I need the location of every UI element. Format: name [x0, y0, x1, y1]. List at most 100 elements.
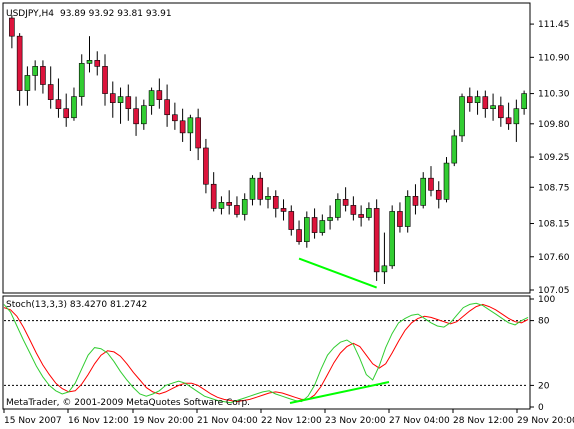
bear-candle: [9, 17, 15, 37]
bull-candle: [451, 135, 458, 164]
bear-candle: [226, 202, 232, 206]
candlestick-series: [9, 15, 527, 284]
price-axis: 111.45 110.90 110.30 109.80 109.25 108.75 108.…: [530, 20, 570, 296]
bear-candle: [164, 99, 170, 116]
price-tick-label: 110.90: [538, 53, 570, 63]
stochastic-tick-label: 100: [538, 295, 555, 305]
bear-candle: [373, 208, 380, 273]
time-tick-label: 29 Nov 20:00: [517, 416, 574, 426]
bull-candle: [32, 66, 38, 76]
bear-candle: [397, 211, 403, 227]
bull-candle: [490, 105, 496, 109]
bear-candle: [210, 183, 217, 209]
price-divergence-line: [298, 257, 378, 289]
bull-candle: [71, 96, 77, 119]
bear-candle: [102, 66, 108, 94]
time-tick-label: 21 Nov 04:00: [197, 416, 258, 426]
bear-candle: [296, 229, 302, 242]
bear-candle: [435, 189, 442, 200]
bear-candle: [428, 177, 434, 191]
bear-candle: [311, 217, 318, 233]
bear-candle: [412, 196, 419, 206]
symbol-header: USDJPY,H4 93.89 93.92 93.81 93.91: [6, 9, 172, 19]
bull-candle: [241, 199, 248, 215]
bull-candle: [141, 105, 147, 125]
bear-candle: [466, 96, 473, 103]
stochastic-divergence-line: [289, 381, 390, 404]
bull-candle: [389, 211, 395, 267]
bear-candle: [47, 84, 54, 100]
price-tick-label: 109.25: [538, 153, 570, 163]
stochastic-tick-label: 80: [538, 317, 550, 327]
bear-candle: [288, 211, 295, 230]
bull-candle: [474, 96, 481, 103]
bear-candle: [94, 60, 101, 67]
bear-candle: [63, 108, 70, 119]
bull-candle: [327, 217, 333, 221]
time-tick-label: 19 Nov 20:00: [133, 416, 194, 426]
stochastic-tick-label: 20: [538, 381, 550, 391]
stochastic-tick-label: 0: [538, 403, 544, 413]
time-tick-label: 23 Nov 20:00: [325, 416, 386, 426]
bull-candle: [117, 96, 124, 103]
price-tick-label: 111.45: [538, 20, 570, 30]
bull-candle: [187, 117, 194, 134]
bear-candle: [125, 96, 132, 109]
bear-candle: [203, 147, 209, 185]
bear-candle: [257, 177, 264, 200]
bull-candle: [366, 208, 372, 218]
bear-candle: [172, 114, 178, 122]
stochastic-panel[interactable]: [2, 295, 531, 410]
stochastic-main-line: [3, 302, 529, 404]
bull-candle: [381, 265, 388, 273]
bull-candle: [404, 196, 411, 227]
time-tick-label: 16 Nov 12:00: [68, 416, 129, 426]
bear-candle: [109, 93, 116, 103]
bull-candle: [249, 177, 256, 200]
bear-candle: [505, 117, 512, 125]
price-tick-label: 108.75: [538, 183, 570, 193]
bull-candle: [420, 177, 427, 206]
bear-candle: [133, 108, 139, 125]
bear-candle: [350, 205, 357, 215]
bear-candle: [234, 205, 240, 215]
bear-candle: [482, 96, 489, 109]
bear-candle: [498, 105, 504, 119]
bear-candle: [358, 214, 364, 218]
price-tick-label: 108.15: [538, 220, 570, 230]
bull-candle: [218, 202, 225, 209]
stochastic-label: Stoch(13,3,3) 83.4270 81.2742: [6, 300, 147, 310]
bear-candle: [342, 199, 349, 206]
price-panel[interactable]: [2, 2, 531, 294]
time-tick-label: 15 Nov 2007: [4, 416, 62, 426]
price-tick-label: 110.30: [538, 90, 570, 100]
stochastic-signal-line: [3, 303, 529, 403]
bear-candle: [156, 90, 163, 100]
bull-candle: [265, 196, 271, 200]
price-tick-label: 109.80: [538, 120, 570, 130]
time-tick-label: 27 Nov 04:00: [389, 416, 450, 426]
price-tick-label: 107.05: [538, 286, 570, 296]
bear-candle: [272, 196, 279, 209]
bull-candle: [513, 108, 520, 125]
bull-candle: [78, 63, 85, 97]
time-tick-label: 22 Nov 12:00: [261, 416, 322, 426]
time-tick-label: 28 Nov 12:00: [453, 416, 514, 426]
bull-candle: [86, 60, 93, 64]
bull-candle: [335, 199, 341, 218]
bull-candle: [319, 220, 326, 233]
bear-candle: [280, 208, 287, 212]
bear-candle: [55, 99, 62, 109]
bear-candle: [179, 120, 186, 134]
copyright-text: MetaTrader, © 2001-2009 MetaQuotes Softw…: [6, 398, 250, 408]
bear-candle: [40, 66, 46, 85]
bull-candle: [304, 217, 310, 242]
bull-candle: [443, 162, 450, 200]
bear-candle: [195, 117, 201, 149]
bear-candle: [16, 35, 23, 91]
time-axis: 15 Nov 2007 16 Nov 12:00 19 Nov 20:00 21 No…: [3, 409, 574, 426]
bull-candle: [24, 75, 31, 91]
bull-candle: [459, 96, 465, 137]
bull-candle: [148, 90, 155, 106]
